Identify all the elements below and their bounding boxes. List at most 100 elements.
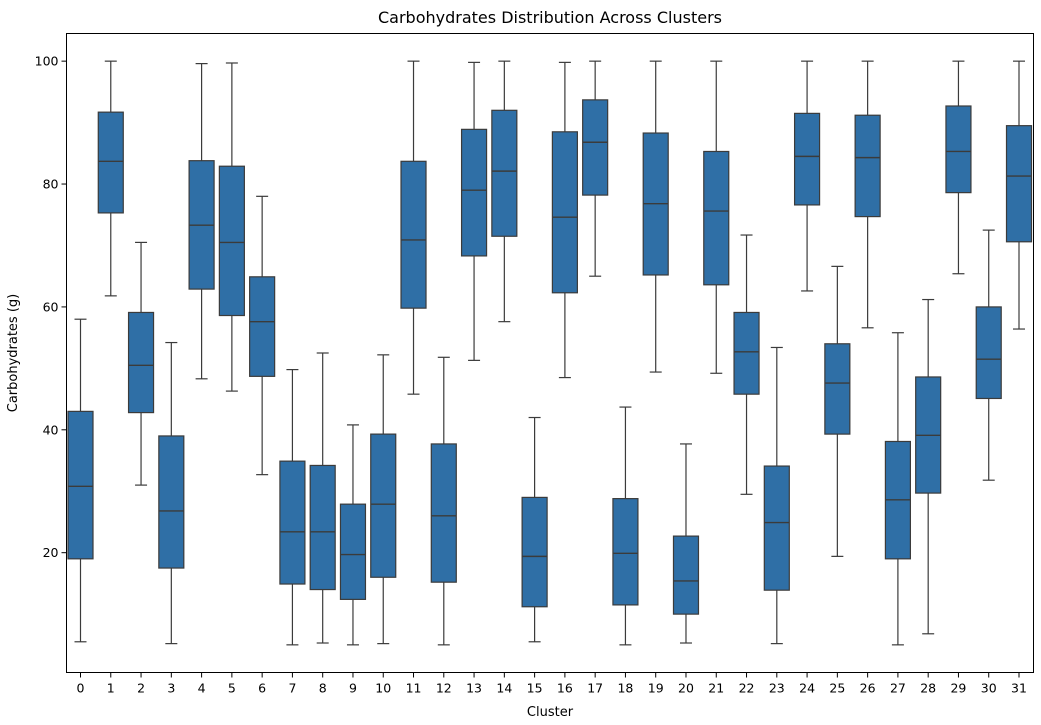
x-tick-label: 3 xyxy=(167,681,175,696)
box-cluster-28 xyxy=(915,298,942,635)
box-cluster-17 xyxy=(582,60,609,277)
box-cluster-29 xyxy=(945,60,972,275)
x-tick-label: 6 xyxy=(258,681,266,696)
box-cluster-10 xyxy=(370,354,397,645)
box-iqr xyxy=(793,112,821,206)
x-tick-label: 29 xyxy=(950,681,966,696)
box-iqr xyxy=(339,503,367,600)
box-iqr xyxy=(612,498,639,606)
box-cluster-19 xyxy=(642,60,669,373)
x-tick-label: 18 xyxy=(617,681,633,696)
x-tick-label: 15 xyxy=(527,681,543,696)
x-tick-label: 7 xyxy=(288,681,296,696)
box-cluster-25 xyxy=(824,265,851,557)
x-tick-label: 10 xyxy=(375,681,391,696)
box-cluster-26 xyxy=(854,60,881,329)
y-tick-label: 80 xyxy=(43,177,59,192)
box-cluster-12 xyxy=(430,356,457,646)
x-tick-label: 14 xyxy=(496,681,512,696)
box-cluster-7 xyxy=(279,368,306,646)
y-axis-label: Carbohydrates (g) xyxy=(6,294,21,413)
y-tick-label: 40 xyxy=(43,422,59,437)
x-tick-label: 17 xyxy=(587,681,603,696)
x-tick-label: 26 xyxy=(860,681,876,696)
box-iqr xyxy=(1005,125,1033,243)
box-cluster-13 xyxy=(460,61,488,361)
box-cluster-11 xyxy=(400,60,427,395)
x-tick-label: 5 xyxy=(228,681,236,696)
box-cluster-16 xyxy=(551,61,578,379)
x-tick-label: 31 xyxy=(1011,681,1027,696)
x-tick-label: 25 xyxy=(829,681,845,696)
x-tick-label: 16 xyxy=(557,681,573,696)
box-iqr xyxy=(491,109,518,237)
y-tick-label: 100 xyxy=(35,54,59,69)
x-axis: 0 1 2 3 4 5 6 7 8 9 10 11 12 13 14 15 16 17 18 19 20 21 22 23 24… xyxy=(77,672,1027,696)
x-tick-label: 22 xyxy=(739,681,755,696)
box-cluster-31 xyxy=(1005,60,1033,330)
x-tick-label: 21 xyxy=(708,681,724,696)
box-cluster-6 xyxy=(249,195,276,476)
x-tick-label: 12 xyxy=(436,681,452,696)
box-cluster-15 xyxy=(521,416,548,643)
box-cluster-22 xyxy=(733,234,760,495)
box-iqr xyxy=(672,535,700,615)
box-iqr xyxy=(460,128,488,257)
box-iqr xyxy=(824,343,851,435)
x-tick-label: 8 xyxy=(319,681,327,696)
box-iqr xyxy=(521,496,548,608)
box-iqr xyxy=(582,99,609,196)
plot-frame xyxy=(66,33,1034,673)
box-cluster-0 xyxy=(67,318,94,643)
box-iqr xyxy=(370,433,397,578)
x-tick-label: 27 xyxy=(890,681,906,696)
box-cluster-24 xyxy=(793,60,821,292)
box-iqr xyxy=(400,160,427,309)
x-tick-label: 24 xyxy=(799,681,815,696)
box-cluster-23 xyxy=(763,346,790,645)
box-iqr xyxy=(854,114,881,218)
chart-title: Carbohydrates Distribution Across Cluste… xyxy=(378,8,722,27)
x-tick-label: 4 xyxy=(198,681,206,696)
box-iqr xyxy=(703,150,730,286)
box-cluster-20 xyxy=(672,443,700,644)
x-tick-label: 0 xyxy=(77,681,85,696)
box-cluster-8 xyxy=(309,352,336,644)
x-tick-label: 1 xyxy=(107,681,115,696)
box-cluster-4 xyxy=(188,63,215,380)
box-iqr xyxy=(763,465,790,591)
box-iqr xyxy=(218,165,245,317)
box-iqr xyxy=(127,311,155,414)
box-iqr xyxy=(551,131,578,294)
y-axis: 20 40 60 80 100 xyxy=(35,54,67,560)
y-tick-label: 60 xyxy=(43,299,59,314)
x-tick-label: 30 xyxy=(981,681,997,696)
box-cluster-5 xyxy=(218,62,245,392)
box-iqr xyxy=(249,276,276,377)
box-iqr xyxy=(158,435,185,569)
x-tick-label: 9 xyxy=(349,681,357,696)
box-cluster-21 xyxy=(703,60,730,374)
box-cluster-9 xyxy=(339,424,367,646)
x-tick-label: 11 xyxy=(406,681,422,696)
box-iqr xyxy=(309,464,336,591)
box-cluster-30 xyxy=(975,229,1002,481)
box-iqr xyxy=(975,306,1002,400)
box-cluster-3 xyxy=(158,341,185,645)
box-cluster-1 xyxy=(97,60,124,297)
box-cluster-27 xyxy=(884,332,912,646)
x-tick-label: 19 xyxy=(648,681,664,696)
box-iqr xyxy=(67,410,94,560)
x-tick-label: 2 xyxy=(137,681,145,696)
x-tick-label: 28 xyxy=(920,681,936,696)
box-iqr xyxy=(279,460,306,585)
box-iqr xyxy=(430,443,457,583)
y-tick-label: 20 xyxy=(43,545,59,560)
x-tick-label: 20 xyxy=(678,681,694,696)
box-iqr xyxy=(97,111,124,214)
box-layer xyxy=(67,60,1033,646)
x-tick-label: 23 xyxy=(769,681,785,696)
box-cluster-14 xyxy=(491,60,518,323)
x-tick-label: 13 xyxy=(466,681,482,696)
